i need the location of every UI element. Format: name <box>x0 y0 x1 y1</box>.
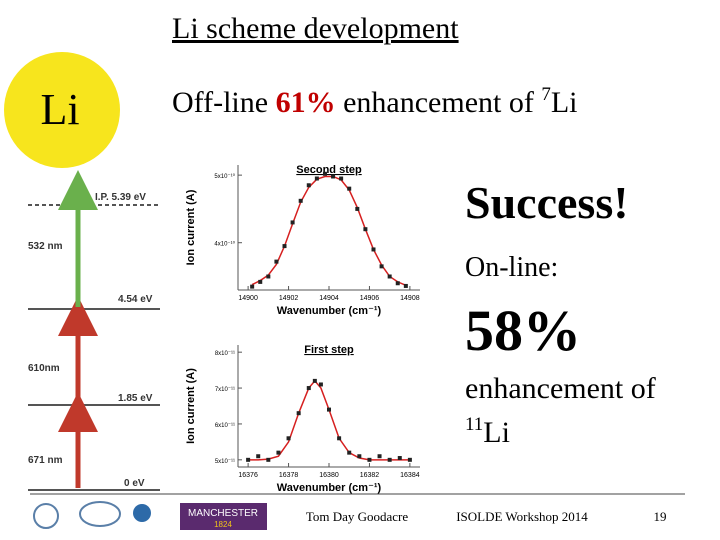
y-tick-label: 6x10⁻¹¹ <box>215 423 235 429</box>
data-point <box>363 227 368 232</box>
logo-text: MANCHESTER <box>188 508 258 519</box>
logo-year: 1824 <box>214 520 232 529</box>
data-point <box>397 456 402 461</box>
data-point <box>355 206 360 211</box>
plot-title: First step <box>304 344 354 356</box>
subtitle: Off-line 61% enhancement of 7Li <box>172 84 578 119</box>
y-axis-label: Ion current (A) <box>185 189 197 265</box>
data-point <box>337 436 342 441</box>
data-point <box>290 220 295 225</box>
data-point <box>276 450 281 455</box>
data-point <box>274 259 279 264</box>
logo <box>33 503 59 529</box>
x-tick-label: 14904 <box>319 295 339 302</box>
data-point <box>322 171 327 176</box>
data-point <box>371 247 376 252</box>
x-tick-label: 14908 <box>400 295 420 302</box>
data-point <box>266 457 271 462</box>
data-point <box>403 283 408 288</box>
online-percent: 58% <box>465 298 581 363</box>
success: Success! <box>465 177 629 228</box>
y-tick-label: 4x10⁻¹⁰ <box>214 241 235 248</box>
transition-label: 610nm <box>28 363 60 374</box>
data-point <box>387 274 392 279</box>
level-label: 4.54 eV <box>118 294 153 305</box>
transition-label: 671 nm <box>28 455 63 466</box>
transition-label: 532 nm <box>28 241 63 252</box>
y-axis-label: Ion current (A) <box>185 368 197 444</box>
data-point <box>327 407 331 412</box>
title: Li scheme development <box>172 12 459 45</box>
data-point <box>339 176 344 181</box>
data-point <box>387 457 392 462</box>
level-label: I.P. 5.39 eV <box>95 192 146 203</box>
data-point <box>377 454 382 459</box>
page-number: 19 <box>654 509 667 524</box>
data-point <box>318 382 323 387</box>
data-point <box>312 378 317 383</box>
element: Li <box>551 86 578 119</box>
data-point <box>314 176 319 181</box>
x-tick-label: 14900 <box>238 295 258 302</box>
x-tick-label: 16384 <box>400 472 420 479</box>
logo-text: Li <box>40 85 79 134</box>
level-label: 0 eV <box>124 478 145 489</box>
data-point <box>296 411 301 416</box>
data-point <box>246 457 251 462</box>
data-point <box>266 274 271 279</box>
x-axis-label: Wavenumber (cm⁻¹) <box>277 482 382 494</box>
mass: 11 <box>465 414 483 435</box>
text: enhancement of <box>336 86 542 119</box>
data-point <box>250 284 255 289</box>
data-point <box>282 244 287 249</box>
mass: 7 <box>541 84 551 105</box>
data-point <box>286 436 291 441</box>
event: ISOLDE Workshop 2014 <box>456 509 588 524</box>
logo <box>79 501 121 527</box>
x-tick-label: 14906 <box>360 295 380 302</box>
data-point <box>367 457 372 462</box>
data-point <box>357 454 362 459</box>
x-tick-label: 14902 <box>279 295 299 302</box>
plots: Second step Wavenumber (cm⁻¹) Ion current … <box>185 164 420 494</box>
x-axis-label: Wavenumber (cm⁻¹) <box>277 305 382 317</box>
fit-line <box>251 175 407 286</box>
data-point <box>306 386 311 391</box>
data-point <box>256 454 261 459</box>
fit-line <box>248 379 410 461</box>
data-point <box>407 457 412 462</box>
author: Tom Day Goodacre <box>306 509 409 524</box>
x-tick-label: 16376 <box>238 472 258 479</box>
online: On-line: <box>465 252 558 283</box>
y-tick-label: 7x10⁻¹¹ <box>215 387 235 393</box>
level-scheme <box>28 170 160 491</box>
data-point <box>258 279 263 284</box>
element: Li <box>483 416 510 449</box>
y-tick-label: 5x10⁻¹¹ <box>215 459 235 465</box>
x-tick-label: 16380 <box>319 472 339 479</box>
x-tick-label: 16382 <box>360 472 380 479</box>
logo <box>133 504 151 522</box>
text: Off-line <box>172 86 276 119</box>
y-tick-label: 8x10⁻¹¹ <box>215 351 235 357</box>
data-point <box>331 174 336 179</box>
data-point <box>347 186 352 191</box>
result-isotope: 11Li <box>465 414 510 449</box>
y-tick-label: 5x10⁻¹⁰ <box>214 173 235 180</box>
plot-title: Second step <box>296 164 362 176</box>
percent: 61% <box>276 86 336 119</box>
result-text: enhancement of <box>465 372 656 405</box>
level-label: 1.85 eV <box>118 393 153 404</box>
x-tick-label: 16378 <box>279 472 299 479</box>
data-point <box>306 183 311 188</box>
data-point <box>298 198 303 203</box>
data-point <box>395 281 400 286</box>
data-point <box>379 264 384 269</box>
data-point <box>347 450 352 455</box>
logo <box>180 503 267 530</box>
logo-circle <box>4 52 120 168</box>
